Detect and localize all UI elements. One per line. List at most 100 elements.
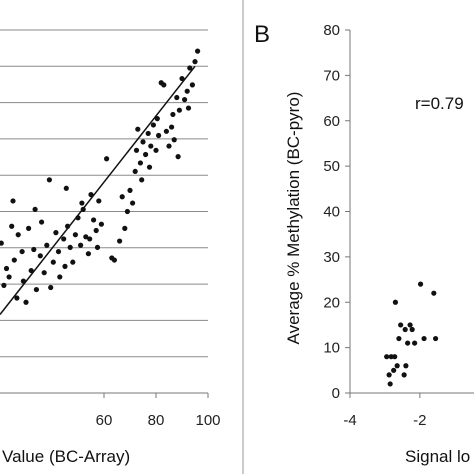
data-point bbox=[405, 340, 411, 346]
data-point bbox=[80, 206, 86, 212]
data-point bbox=[32, 206, 38, 212]
data-point bbox=[189, 82, 195, 88]
y-tick-label: 50 bbox=[323, 158, 340, 175]
data-point bbox=[87, 236, 93, 242]
panel-a-trendline bbox=[0, 65, 196, 315]
data-point bbox=[63, 185, 69, 191]
data-point bbox=[111, 257, 117, 263]
data-point bbox=[143, 151, 149, 158]
x-tick-label: -2 bbox=[413, 412, 426, 429]
panel-a-x-ticks: 60 80 100 bbox=[96, 393, 221, 429]
panel-b-label: B bbox=[254, 21, 270, 48]
data-point bbox=[55, 248, 62, 255]
data-point bbox=[93, 227, 99, 234]
data-point bbox=[62, 263, 68, 269]
data-point bbox=[0, 240, 4, 246]
data-point bbox=[384, 354, 390, 360]
data-point bbox=[37, 253, 43, 259]
data-point bbox=[132, 168, 138, 175]
data-point bbox=[137, 160, 143, 166]
data-point bbox=[104, 156, 110, 162]
data-point bbox=[88, 192, 94, 198]
data-point bbox=[3, 265, 10, 272]
data-point bbox=[23, 299, 29, 305]
data-point bbox=[28, 267, 34, 274]
data-point bbox=[98, 221, 104, 227]
panel-b-y-ticks: 0 10 20 30 40 50 60 70 80 bbox=[323, 22, 350, 402]
data-point bbox=[394, 363, 400, 369]
data-point bbox=[119, 194, 125, 200]
data-point bbox=[135, 126, 141, 132]
data-point bbox=[10, 198, 16, 204]
panel-b-points bbox=[384, 281, 439, 387]
data-point bbox=[153, 147, 159, 153]
data-point bbox=[403, 363, 409, 369]
data-point bbox=[15, 232, 21, 238]
data-point bbox=[39, 219, 45, 225]
data-point bbox=[122, 225, 128, 231]
data-point bbox=[187, 65, 193, 71]
data-point bbox=[392, 354, 398, 360]
data-point bbox=[44, 242, 50, 248]
data-point bbox=[75, 215, 81, 221]
data-point bbox=[185, 105, 192, 111]
data-point bbox=[170, 111, 176, 118]
x-tick-label: 60 bbox=[96, 412, 113, 429]
data-point bbox=[48, 284, 54, 291]
data-point bbox=[145, 130, 151, 137]
y-tick-label: 40 bbox=[323, 204, 340, 221]
y-tick-label: 80 bbox=[323, 22, 340, 39]
data-point bbox=[140, 139, 146, 145]
data-point bbox=[398, 322, 404, 328]
panel-a-points bbox=[0, 48, 201, 305]
data-point bbox=[407, 322, 413, 328]
data-point bbox=[174, 94, 180, 101]
data-point bbox=[386, 372, 392, 378]
data-point bbox=[72, 232, 78, 238]
data-point bbox=[46, 177, 53, 183]
data-point bbox=[6, 274, 12, 280]
data-point bbox=[14, 295, 20, 301]
data-point bbox=[130, 200, 136, 206]
data-point bbox=[85, 251, 91, 257]
data-point bbox=[26, 225, 32, 231]
data-point bbox=[83, 234, 89, 240]
data-point bbox=[31, 246, 37, 253]
data-point bbox=[161, 82, 167, 88]
data-point bbox=[182, 97, 188, 103]
data-point bbox=[146, 164, 153, 170]
panel-b-scatter: B 0 10 20 30 40 50 60 70 80 -4 -2 r=0.79 Average … bbox=[254, 21, 474, 466]
y-tick-label: 30 bbox=[323, 249, 340, 266]
data-point bbox=[117, 238, 123, 244]
data-point bbox=[431, 290, 437, 296]
data-point bbox=[9, 223, 15, 229]
data-point bbox=[171, 137, 177, 143]
data-point bbox=[70, 259, 76, 265]
data-point bbox=[79, 200, 85, 206]
data-point bbox=[175, 154, 181, 160]
data-point bbox=[33, 286, 40, 293]
data-point bbox=[124, 208, 130, 215]
data-point bbox=[20, 278, 26, 284]
data-point bbox=[78, 242, 84, 248]
panel-b-y-axis-label: Average % Methylation (BC-pyro) bbox=[284, 92, 303, 345]
data-point bbox=[412, 340, 418, 346]
data-point bbox=[139, 177, 145, 183]
y-tick-label: 10 bbox=[323, 340, 340, 357]
panel-a-x-axis-label: Value (BC-Array) bbox=[2, 447, 130, 466]
data-point bbox=[156, 132, 162, 139]
x-tick-label: 80 bbox=[148, 412, 165, 429]
panel-a-gridlines bbox=[0, 29, 208, 358]
data-point bbox=[154, 116, 160, 122]
data-point bbox=[1, 282, 7, 288]
data-point bbox=[96, 198, 102, 204]
data-point bbox=[401, 372, 407, 378]
data-point bbox=[150, 122, 156, 128]
data-point bbox=[402, 326, 408, 333]
data-point bbox=[421, 335, 427, 342]
data-point bbox=[61, 236, 67, 242]
y-tick-label: 60 bbox=[323, 113, 340, 130]
data-point bbox=[19, 248, 25, 255]
data-point bbox=[53, 230, 59, 236]
panel-b-x-ticks: -4 -2 bbox=[343, 393, 427, 429]
